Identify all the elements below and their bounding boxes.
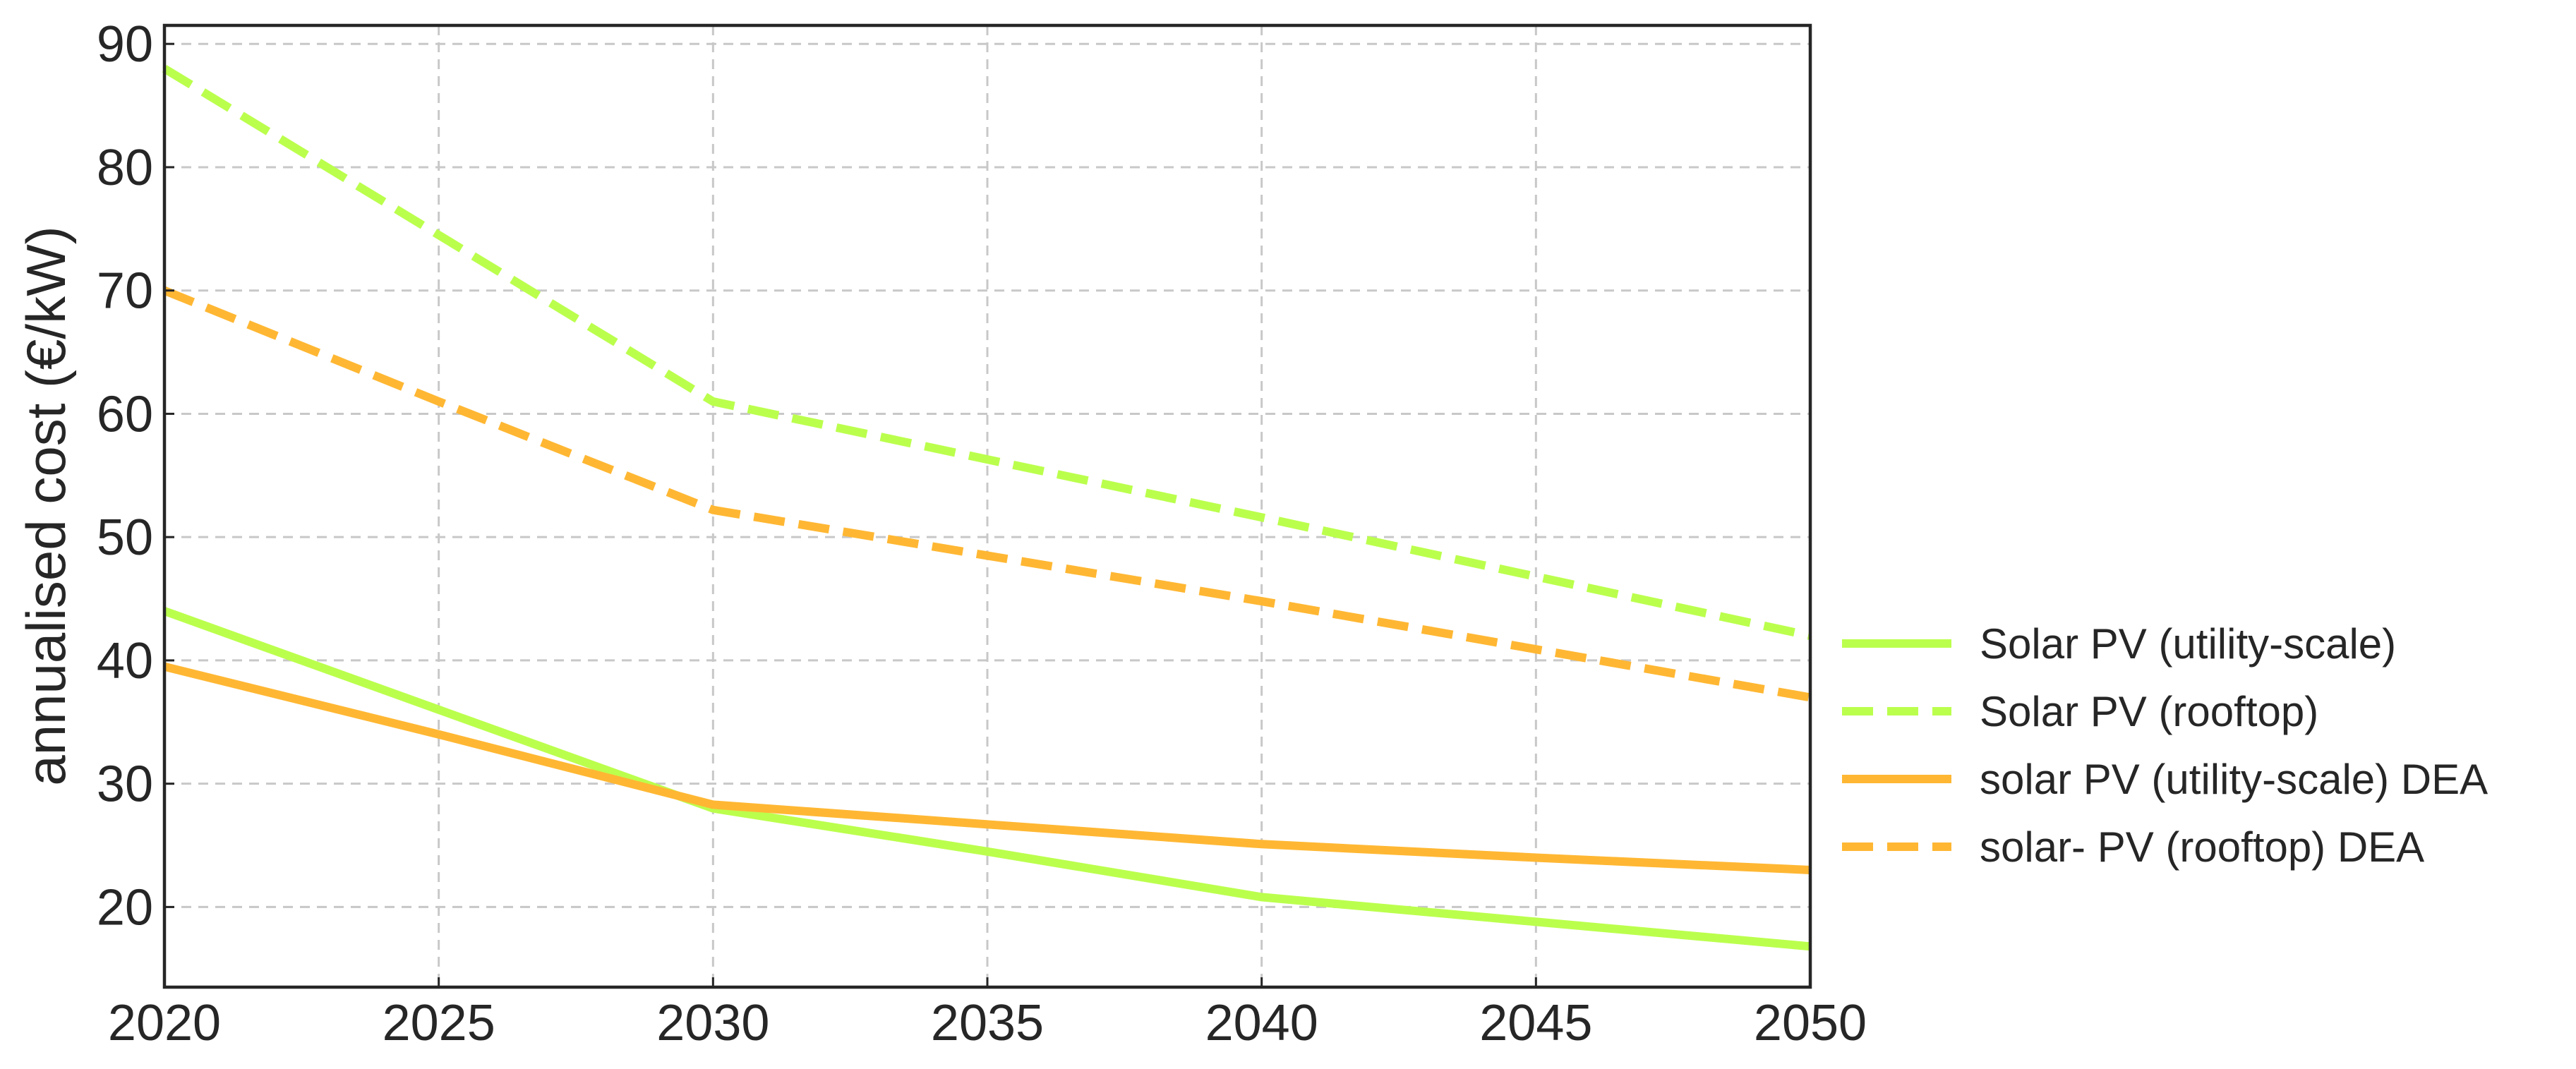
- legend-label-1: Solar PV (utility-scale): [1980, 620, 2396, 668]
- legend-label-3: solar PV (utility-scale) DEA: [1980, 756, 2488, 803]
- y-tick-label: 20: [97, 879, 153, 936]
- legend: Solar PV (utility-scale) Solar PV (roofto…: [1842, 620, 2488, 871]
- legend-label-2: Solar PV (rooftop): [1980, 688, 2318, 735]
- y-tick-label: 50: [97, 509, 153, 566]
- x-tick-label: 2030: [656, 995, 769, 1051]
- x-tick-label: 2045: [1479, 995, 1592, 1051]
- y-tick-label: 70: [97, 263, 153, 320]
- y-tick-label: 60: [97, 386, 153, 442]
- series-line-3: [163, 662, 1811, 874]
- x-tick-label: 2040: [1205, 995, 1318, 1051]
- y-axis-title: annualised cost (€/kW): [15, 226, 77, 785]
- y-tick-label: 40: [97, 633, 153, 689]
- legend-label-4: solar- PV (rooftop) DEA: [1980, 823, 2424, 871]
- series-line-4: [162, 286, 1812, 702]
- y-tick-label: 80: [97, 140, 153, 196]
- y-axis-tick-labels: 20 30 40 50 60 70 80 90: [97, 16, 153, 936]
- y-tick-label: 30: [97, 756, 153, 813]
- x-tick-label: 2025: [383, 995, 495, 1051]
- x-tick-label: 2050: [1754, 995, 1867, 1051]
- series-lines: [162, 65, 1812, 951]
- axis-ticks: [163, 42, 1812, 987]
- grid-lines: [164, 25, 1810, 987]
- y-tick-label: 90: [97, 16, 153, 73]
- series-line-1: [162, 607, 1811, 951]
- x-axis-tick-labels: 2020 2025 2030 2035 2040 2045 2050: [108, 995, 1867, 1051]
- x-tick-label: 2035: [931, 995, 1044, 1051]
- series-line-2: [162, 65, 1812, 640]
- x-tick-label: 2020: [108, 995, 221, 1051]
